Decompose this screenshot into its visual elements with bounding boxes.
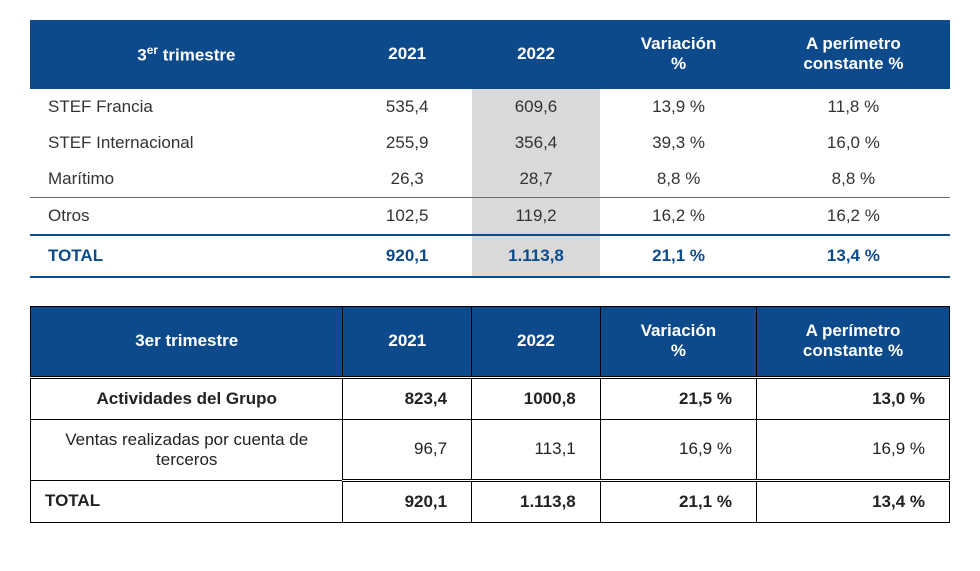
row-2022: 113,1 bbox=[472, 419, 601, 480]
row-2021: 823,4 bbox=[343, 377, 472, 419]
row-2022: 28,7 bbox=[472, 161, 601, 198]
row-2022: 356,4 bbox=[472, 125, 601, 161]
row-perim: 16,0 % bbox=[757, 125, 950, 161]
row-perim: 16,9 % bbox=[756, 419, 949, 480]
header-row: 3er trimestre 2021 2022 Variación % A pe… bbox=[31, 306, 950, 377]
header-2022: 2022 bbox=[472, 306, 601, 377]
row-label: Marítimo bbox=[30, 161, 343, 198]
row-label: STEF Francia bbox=[30, 89, 343, 125]
row-perim: 13,0 % bbox=[756, 377, 949, 419]
header-variation: Variación % bbox=[600, 306, 756, 377]
row-var: 13,9 % bbox=[600, 89, 756, 125]
row-var: 16,2 % bbox=[600, 197, 756, 235]
row-2021: 535,4 bbox=[343, 89, 472, 125]
header-2021: 2021 bbox=[343, 20, 472, 89]
row-2022: 119,2 bbox=[472, 197, 601, 235]
header-period: 3er trimestre bbox=[31, 306, 343, 377]
header-perimeter-l2: constante % bbox=[803, 341, 903, 360]
header-2021: 2021 bbox=[343, 306, 472, 377]
header-2022: 2022 bbox=[472, 20, 601, 89]
header-variation-l2: % bbox=[671, 54, 686, 73]
row-perim: 16,2 % bbox=[757, 197, 950, 235]
header-row: 3er trimestre 2021 2022 Variación % A pe… bbox=[30, 20, 950, 89]
total-var: 21,1 % bbox=[600, 480, 756, 522]
row-2021: 102,5 bbox=[343, 197, 472, 235]
row-label: Actividades del Grupo bbox=[31, 377, 343, 419]
table-row: Ventas realizadas por cuenta de terceros… bbox=[31, 419, 950, 480]
row-var: 39,3 % bbox=[600, 125, 756, 161]
header-variation-l1: Variación bbox=[641, 321, 717, 340]
group-activities-table: 3er trimestre 2021 2022 Variación % A pe… bbox=[30, 306, 950, 523]
total-var: 21,1 % bbox=[600, 235, 756, 277]
row-2021: 96,7 bbox=[343, 419, 472, 480]
total-2022: 1.113,8 bbox=[472, 235, 601, 277]
row-2021: 255,9 bbox=[343, 125, 472, 161]
row-2021: 26,3 bbox=[343, 161, 472, 198]
row-2022: 1000,8 bbox=[472, 377, 601, 419]
total-2021: 920,1 bbox=[343, 480, 472, 522]
row-perim: 11,8 % bbox=[757, 89, 950, 125]
header-variation-l1: Variación bbox=[641, 34, 717, 53]
quarter-breakdown-table: 3er trimestre 2021 2022 Variación % A pe… bbox=[30, 20, 950, 278]
table-row: Actividades del Grupo 823,4 1000,8 21,5 … bbox=[31, 377, 950, 419]
header-period: 3er trimestre bbox=[30, 20, 343, 89]
period-pre: 3 bbox=[137, 46, 146, 65]
table-row: STEF Francia 535,4 609,6 13,9 % 11,8 % bbox=[30, 89, 950, 125]
row-label: Otros bbox=[30, 197, 343, 235]
row-var: 8,8 % bbox=[600, 161, 756, 198]
row-var: 16,9 % bbox=[600, 419, 756, 480]
header-perimeter: A perímetro constante % bbox=[757, 20, 950, 89]
total-perim: 13,4 % bbox=[757, 235, 950, 277]
row-2022: 609,6 bbox=[472, 89, 601, 125]
row-var: 21,5 % bbox=[600, 377, 756, 419]
total-2022: 1.113,8 bbox=[472, 480, 601, 522]
total-row: TOTAL 920,1 1.113,8 21,1 % 13,4 % bbox=[31, 480, 950, 522]
table-row: Marítimo 26,3 28,7 8,8 % 8,8 % bbox=[30, 161, 950, 198]
row-label: STEF Internacional bbox=[30, 125, 343, 161]
header-variation: Variación % bbox=[600, 20, 756, 89]
header-perimeter-l1: A perímetro bbox=[806, 321, 901, 340]
header-perimeter: A perímetro constante % bbox=[756, 306, 949, 377]
header-perimeter-l2: constante % bbox=[803, 54, 903, 73]
header-variation-l2: % bbox=[671, 341, 686, 360]
table-row: Otros 102,5 119,2 16,2 % 16,2 % bbox=[30, 197, 950, 235]
total-2021: 920,1 bbox=[343, 235, 472, 277]
period-sup: er bbox=[147, 43, 158, 57]
total-label: TOTAL bbox=[30, 235, 343, 277]
total-label: TOTAL bbox=[31, 480, 343, 522]
total-perim: 13,4 % bbox=[756, 480, 949, 522]
row-perim: 8,8 % bbox=[757, 161, 950, 198]
table-row: STEF Internacional 255,9 356,4 39,3 % 16… bbox=[30, 125, 950, 161]
row-label: Ventas realizadas por cuenta de terceros bbox=[31, 419, 343, 480]
total-row: TOTAL 920,1 1.113,8 21,1 % 13,4 % bbox=[30, 235, 950, 277]
period-post: trimestre bbox=[158, 46, 235, 65]
header-perimeter-l1: A perímetro bbox=[806, 34, 901, 53]
